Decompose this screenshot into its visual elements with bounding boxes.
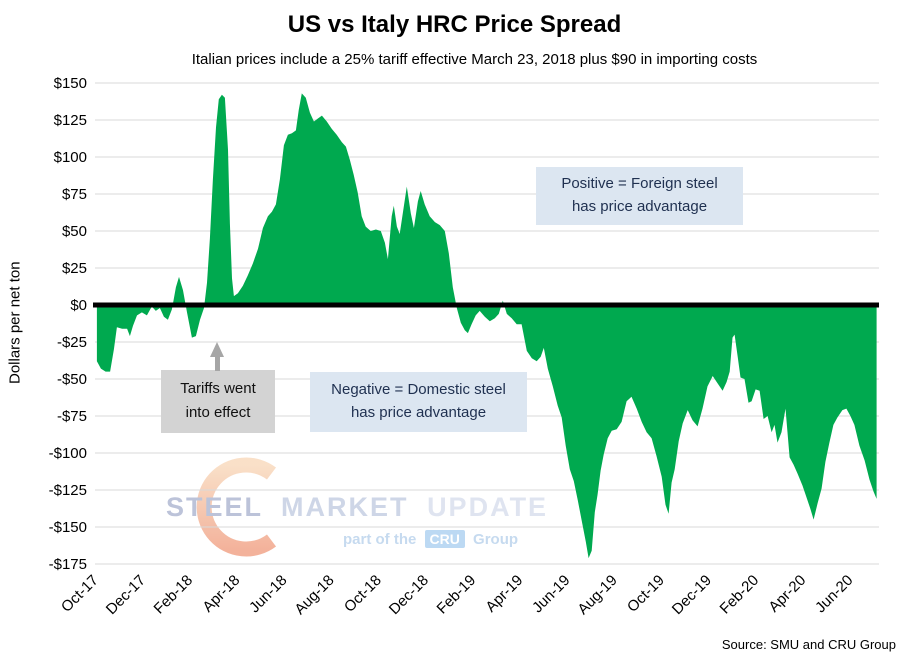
y-tick-label: $50 — [62, 223, 87, 240]
x-tick-label: Jun-19 — [529, 572, 573, 616]
watermark-tagline-prefix: part of the — [343, 531, 417, 548]
x-tick-label: Feb-20 — [717, 572, 763, 618]
cru-logo-badge: CRU — [424, 530, 465, 548]
y-tick-label: $75 — [62, 186, 87, 203]
x-tick-label: Feb-18 — [151, 572, 197, 618]
negative-annotation-line1: Negative = Domestic steel — [331, 381, 506, 398]
x-tick-label: Jun-18 — [246, 572, 290, 616]
watermark-tagline: part of the CRU Group — [343, 530, 519, 548]
positive-annotation-line2: has price advantage — [571, 198, 708, 215]
y-tick-label: $0 — [70, 297, 87, 314]
crescent-logo-icon — [196, 457, 277, 557]
negative-annotation-line2: has price advantage — [350, 404, 487, 421]
y-tick-label: $100 — [54, 149, 87, 166]
y-tick-label: -$50 — [57, 371, 87, 388]
watermark-wordmark: STEEL MARKET UPDATE — [166, 492, 548, 523]
y-tick-label: $125 — [54, 112, 87, 129]
chart-subtitle: Italian prices include a 25% tariff effe… — [191, 51, 758, 68]
tariff-arrowhead-icon — [210, 342, 224, 357]
y-tick-label: -$75 — [57, 408, 87, 425]
source-credit: Source: SMU and CRU Group — [721, 637, 896, 652]
y-axis-title: Dollars per net ton — [6, 261, 24, 384]
y-tick-label: -$100 — [49, 445, 87, 462]
y-tick-label: -$25 — [57, 334, 87, 351]
tariff-annotation-line2: into effect — [185, 404, 251, 421]
positive-annotation-line1: Positive = Foreign steel — [561, 175, 718, 192]
x-tick-label: Oct-18 — [341, 572, 385, 616]
negative-spread-annotation: Negative = Domestic steel has price adva… — [310, 372, 527, 432]
watermark-tagline-suffix: Group — [473, 531, 519, 548]
tariff-arrow-icon — [215, 356, 220, 371]
x-tick-label: Oct-19 — [624, 572, 668, 616]
positive-spread-annotation: Positive = Foreign steel has price advan… — [536, 167, 743, 225]
x-tick-label: Dec-18 — [386, 572, 432, 618]
watermark-word-steel: STEEL — [166, 492, 263, 522]
y-tick-label: -$150 — [49, 519, 87, 536]
tariff-annotation: Tariffs went into effect — [161, 370, 275, 433]
x-tick-label: Apr-19 — [482, 572, 526, 616]
x-tick-label: Apr-20 — [765, 572, 809, 616]
price-spread-area — [96, 93, 877, 559]
x-tick-label: Apr-18 — [199, 572, 243, 616]
y-tick-label: -$175 — [49, 556, 87, 573]
chart-title: US vs Italy HRC Price Spread — [287, 11, 622, 38]
x-tick-label: Feb-19 — [434, 572, 480, 618]
watermark-word-market: MARKET — [281, 492, 409, 522]
x-tick-label: Dec-17 — [103, 572, 149, 618]
y-tick-label: -$125 — [49, 482, 87, 499]
x-tick-label: Oct-17 — [58, 572, 102, 616]
tariff-annotation-line1: Tariffs went — [180, 380, 256, 397]
watermark-word-update: UPDATE — [427, 492, 549, 522]
y-tick-label: $25 — [62, 260, 87, 277]
x-tick-label: Aug-18 — [291, 572, 337, 618]
x-tick-label: Jun-20 — [812, 572, 856, 616]
x-tick-label: Dec-19 — [669, 572, 715, 618]
y-tick-label: $150 — [54, 75, 87, 92]
x-tick-label: Aug-19 — [574, 572, 620, 618]
